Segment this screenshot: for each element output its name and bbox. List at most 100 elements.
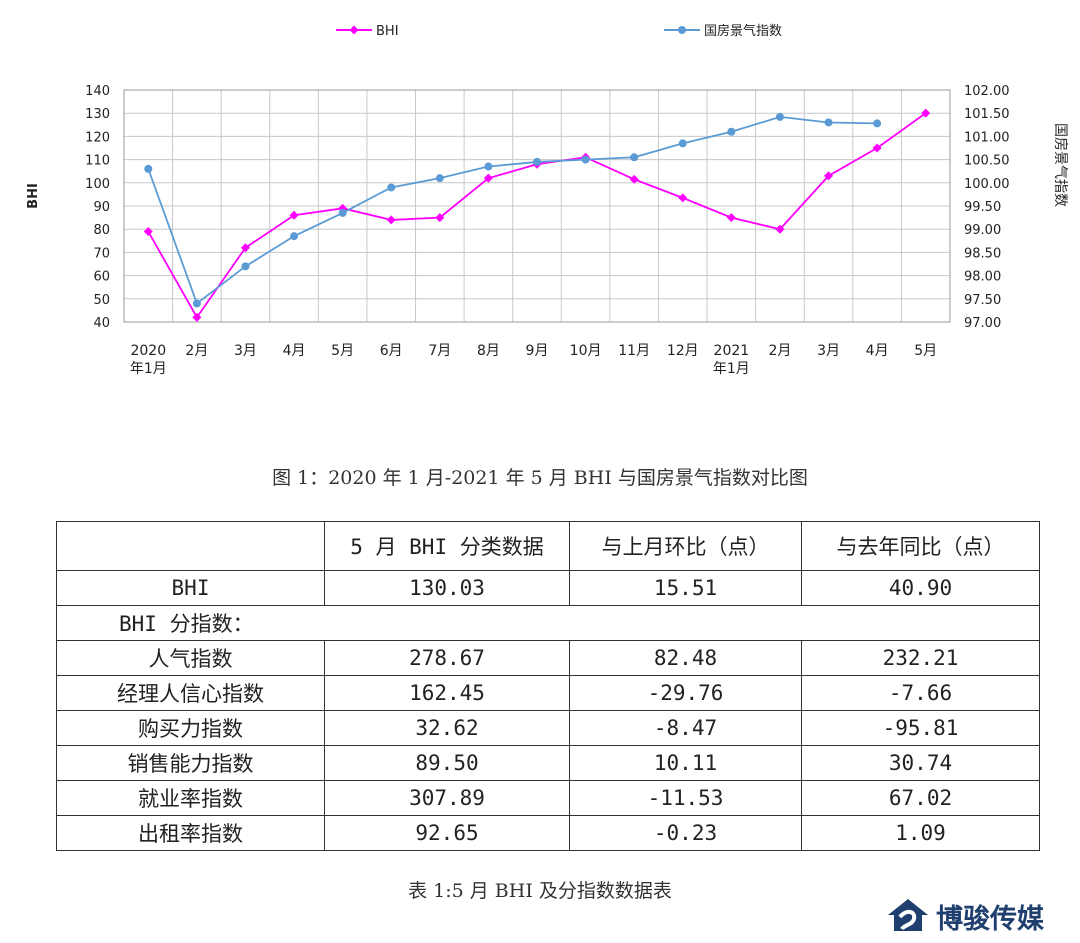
table-cell: 与上月环比（点） [569,521,802,571]
y2-tick-label: 99.00 [964,223,1001,238]
x-tick-label: 6月 [380,343,403,359]
logo-text: 博骏传媒 [936,904,1044,935]
series-point [192,312,202,322]
y2-tick-label: 97.50 [964,293,1001,308]
table-row: 就业率指数 307.89 -11.53 67.02 [56,780,1040,816]
table-cell: -0.23 [569,815,802,851]
x-tick-label: 2020 年1月 [130,343,167,377]
table-subheader-cell: BHI 分指数： [56,605,1040,641]
table-cell: 278.67 [324,640,570,676]
x-tick-label: 5月 [914,343,937,359]
x-tick-label: 11月 [618,343,650,359]
legend-marker [678,26,686,34]
series-line-1 [147,115,878,305]
series-point [484,162,493,171]
table-cell: 经理人信心指数 [56,675,325,711]
table-cell: 40.90 [801,570,1040,606]
bhi-comparison-chart: 140 130 120 110 100 90 80 70 60 50 40 102.00 101.50 1… [26,23,1068,377]
table-cell: 购买力指数 [56,710,325,746]
series-point [338,208,347,217]
series-point [143,227,153,237]
series-line-0 [147,112,927,320]
x-tick-label: 3月 [817,343,840,359]
table-cell [56,521,325,571]
plot-frame [123,89,951,323]
series-point [873,119,882,128]
series-point [435,174,444,183]
series-point [581,155,590,164]
x-tick-label: 4月 [283,343,306,359]
table-caption: 表 1:5 月 BHI 及分指数数据表 [408,880,672,902]
y2-tick-label: 101.50 [964,107,1010,122]
series-point [240,243,250,253]
y-tick-label: 100 [85,177,110,192]
x-tick-label: 10月 [570,343,602,359]
series-point [483,173,493,183]
y2-tick-label: 99.50 [964,200,1001,215]
legend-label: 国房景气指数 [704,23,782,39]
table-row: 经理人信心指数 162.45 -29.76 -7.66 [56,675,1040,711]
table-row-bhi: BHI 130.03 15.51 40.90 [56,570,1040,606]
table-cell: 就业率指数 [56,780,325,816]
x-tick-label: 8月 [477,343,500,359]
table-cell: 5 月 BHI 分类数据 [324,521,570,571]
y-tick-label: 50 [93,293,110,308]
table-subheader-row: BHI 分指数： [56,605,1040,641]
table-cell: 89.50 [324,745,570,781]
table-cell: 30.74 [801,745,1040,781]
series-point [726,213,736,223]
house-logo-icon [888,899,928,931]
legend-label: BHI [376,24,399,39]
y2-tick-label: 98.00 [964,270,1001,285]
y-tick-label: 130 [85,107,110,122]
series-point [872,143,882,153]
y-tick-label: 40 [93,316,110,331]
table-cell: 92.65 [324,815,570,851]
y2-tick-label: 100.50 [964,154,1010,169]
table-row: 出租率指数 92.65 -0.23 1.09 [56,815,1040,851]
x-tick-label: 2月 [185,343,208,359]
series-point [630,153,639,162]
table-cell: 1.09 [801,815,1040,851]
series-point [435,213,445,223]
series-point [387,183,396,192]
brand-logo: 博骏传媒 [884,893,1074,937]
table-row: 销售能力指数 89.50 10.11 30.74 [56,745,1040,781]
table-cell: -29.76 [569,675,802,711]
series-point [727,127,736,136]
y2-tick-label: 100.00 [964,177,1010,192]
series-point [289,210,299,220]
series-point [824,118,833,127]
y-tick-label: 60 [93,270,110,285]
y2-tick-label: 97.00 [964,316,1001,331]
table-cell: 出租率指数 [56,815,325,851]
series-point [775,112,784,121]
x-tick-label: 9月 [526,343,549,359]
series-point [192,299,201,308]
table-cell: 人气指数 [56,640,325,676]
table-cell: 与去年同比（点） [801,521,1040,571]
y2-tick-label: 102.00 [964,84,1010,99]
table-row: 购买力指数 32.62 -8.47 -95.81 [56,710,1040,746]
figure-caption: 图 1：2020 年 1 月-2021 年 5 月 BHI 与国房景气指数对比图 [272,467,808,489]
x-tick-label: 2021 年1月 [713,343,750,377]
table-cell: 307.89 [324,780,570,816]
y-tick-label: 140 [85,84,110,99]
table-row: 人气指数 278.67 82.48 232.21 [56,640,1040,676]
series-point [386,215,396,225]
table-cell: 82.48 [569,640,802,676]
table-cell: 67.02 [801,780,1040,816]
series-point [775,224,785,234]
x-tick-label: 4月 [866,343,889,359]
x-tick-label: 5月 [331,343,354,359]
table-cell: 32.62 [324,710,570,746]
x-tick-label: 2月 [768,343,791,359]
table-cell: -7.66 [801,675,1040,711]
table-cell: -11.53 [569,780,802,816]
x-tick-label: 7月 [428,343,451,359]
table-cell: 232.21 [801,640,1040,676]
series-point [290,232,299,241]
table-cell: -95.81 [801,710,1040,746]
legend-marker [349,25,359,35]
y2-tick-label: 101.00 [964,130,1010,145]
